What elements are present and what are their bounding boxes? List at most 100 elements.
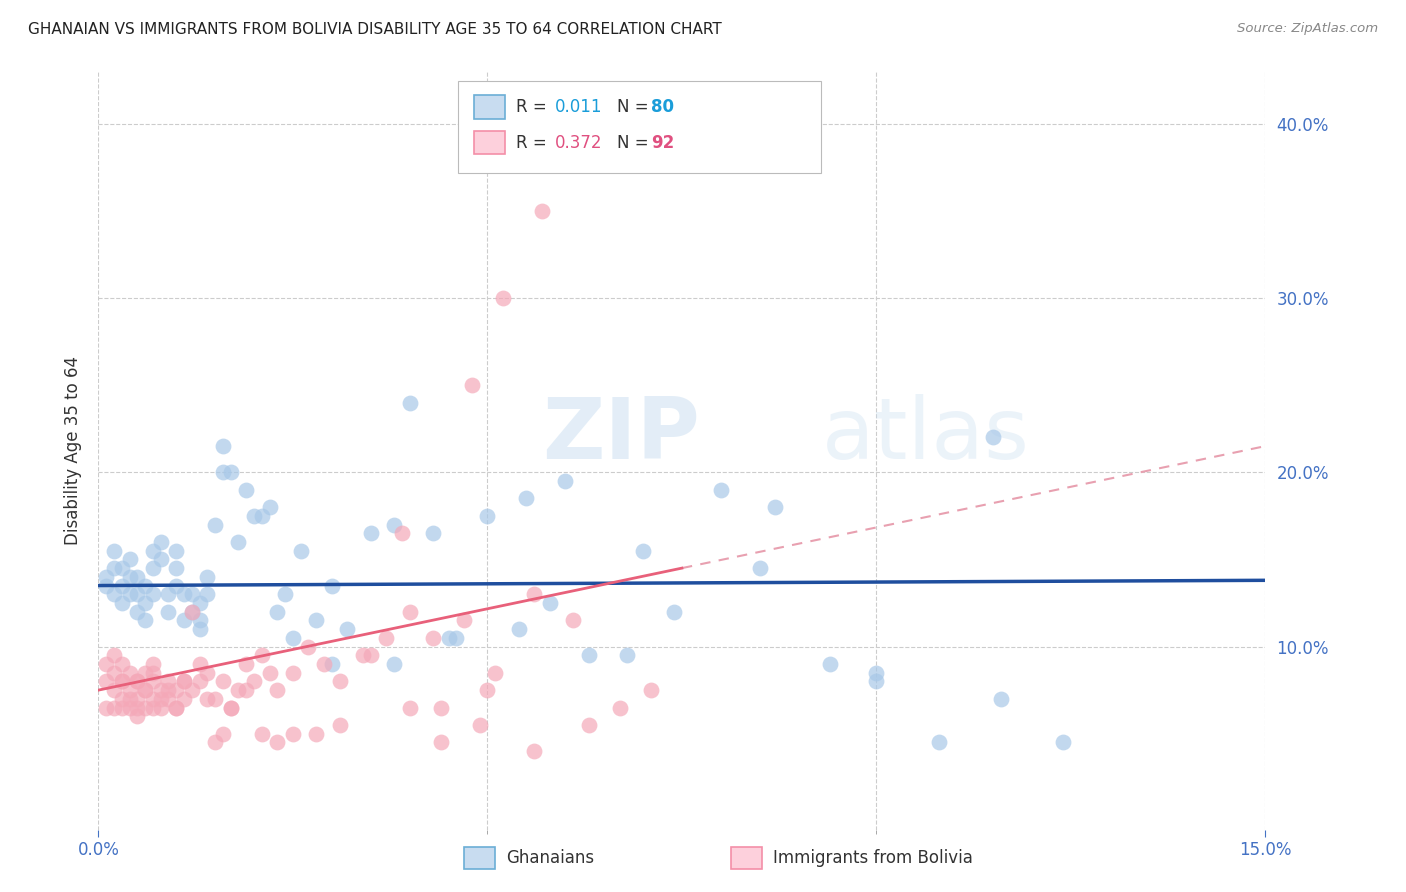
- Text: Source: ZipAtlas.com: Source: ZipAtlas.com: [1237, 22, 1378, 36]
- Point: [492, 291, 515, 305]
- Point: [243, 508, 266, 523]
- Point: [865, 674, 887, 689]
- Point: [173, 587, 195, 601]
- Point: [631, 543, 654, 558]
- Point: [157, 691, 180, 706]
- Point: [142, 665, 165, 680]
- Point: [173, 614, 195, 628]
- Text: N =: N =: [617, 134, 654, 152]
- Text: 92: 92: [651, 134, 675, 152]
- Point: [111, 657, 134, 671]
- Point: [305, 614, 328, 628]
- Point: [274, 587, 297, 601]
- Point: [195, 570, 218, 584]
- Point: [127, 674, 149, 689]
- Text: GHANAIAN VS IMMIGRANTS FROM BOLIVIA DISABILITY AGE 35 TO 64 CORRELATION CHART: GHANAIAN VS IMMIGRANTS FROM BOLIVIA DISA…: [28, 22, 721, 37]
- Point: [173, 674, 195, 689]
- Point: [578, 718, 600, 732]
- Point: [468, 718, 491, 732]
- Point: [204, 735, 226, 749]
- Point: [321, 657, 343, 671]
- Point: [212, 465, 235, 479]
- Point: [382, 657, 405, 671]
- Text: N =: N =: [617, 98, 654, 116]
- Point: [103, 587, 125, 601]
- Point: [118, 700, 141, 714]
- Point: [336, 622, 359, 636]
- Point: [157, 683, 180, 698]
- Point: [321, 578, 343, 592]
- Point: [118, 665, 141, 680]
- Point: [180, 587, 202, 601]
- Point: [103, 665, 125, 680]
- Point: [188, 674, 211, 689]
- Text: Immigrants from Bolivia: Immigrants from Bolivia: [773, 849, 973, 867]
- Point: [195, 665, 218, 680]
- Point: [281, 665, 304, 680]
- Point: [281, 631, 304, 645]
- Point: [228, 535, 250, 549]
- Point: [515, 491, 537, 506]
- Point: [96, 578, 118, 592]
- Point: [616, 648, 638, 663]
- Point: [250, 648, 273, 663]
- Point: [360, 526, 382, 541]
- Point: [111, 596, 134, 610]
- Point: [134, 578, 156, 592]
- Point: [461, 378, 484, 392]
- Point: [429, 700, 451, 714]
- Point: [212, 674, 235, 689]
- Point: [118, 552, 141, 566]
- Point: [250, 508, 273, 523]
- Point: [250, 727, 273, 741]
- Point: [103, 543, 125, 558]
- Point: [103, 700, 125, 714]
- Point: [96, 657, 118, 671]
- Point: [928, 735, 950, 749]
- Point: [219, 700, 242, 714]
- Point: [235, 683, 257, 698]
- Point: [142, 587, 165, 601]
- Point: [305, 727, 328, 741]
- Point: [103, 683, 125, 698]
- Point: [118, 587, 141, 601]
- Point: [538, 596, 561, 610]
- Point: [281, 727, 304, 741]
- Point: [453, 614, 475, 628]
- Point: [127, 709, 149, 723]
- Point: [422, 631, 444, 645]
- Point: [375, 631, 398, 645]
- Point: [142, 674, 165, 689]
- Point: [204, 691, 226, 706]
- Point: [437, 631, 460, 645]
- Point: [142, 700, 165, 714]
- Point: [165, 700, 187, 714]
- Point: [219, 700, 242, 714]
- Y-axis label: Disability Age 35 to 64: Disability Age 35 to 64: [63, 356, 82, 545]
- Point: [219, 465, 242, 479]
- Point: [188, 622, 211, 636]
- Point: [243, 674, 266, 689]
- Point: [477, 508, 499, 523]
- Point: [477, 683, 499, 698]
- Point: [134, 683, 156, 698]
- Point: [165, 700, 187, 714]
- Point: [312, 657, 335, 671]
- Point: [188, 614, 211, 628]
- Point: [103, 561, 125, 575]
- Point: [157, 674, 180, 689]
- Point: [235, 483, 257, 497]
- Point: [1052, 735, 1074, 749]
- Point: [865, 665, 887, 680]
- Point: [111, 700, 134, 714]
- Point: [149, 700, 172, 714]
- Point: [134, 614, 156, 628]
- Text: 0.372: 0.372: [555, 134, 603, 152]
- Point: [422, 526, 444, 541]
- Point: [352, 648, 374, 663]
- Point: [180, 683, 202, 698]
- Point: [523, 744, 546, 758]
- Point: [118, 691, 141, 706]
- Point: [180, 605, 202, 619]
- Point: [508, 622, 530, 636]
